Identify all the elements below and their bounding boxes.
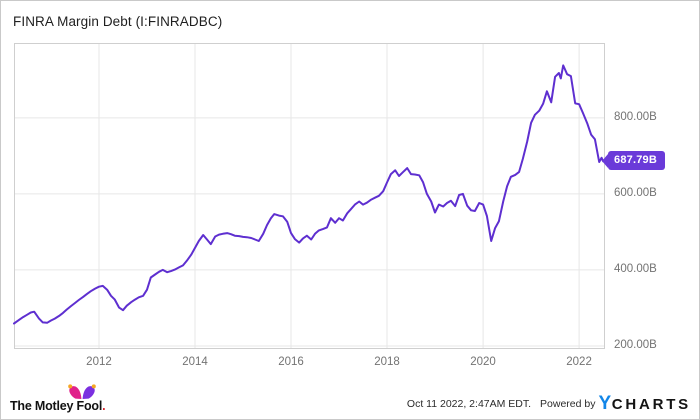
x-axis-tick-label: 2018	[374, 356, 400, 368]
y-axis-tick-label: 200.00B	[614, 338, 657, 351]
chart-title: FINRA Margin Debt (I:FINRADBC)	[13, 14, 223, 29]
ycharts-y-mark: Y	[598, 393, 612, 414]
last-value-tag: 687.79B	[608, 151, 665, 171]
motley-fool-logo[interactable]: The Motley Fool.	[10, 383, 130, 417]
jester-cap-icon	[68, 384, 96, 399]
x-axis-tick-label: 2022	[566, 356, 592, 368]
y-axis-tick-label: 800.00B	[614, 110, 657, 123]
x-axis-tick-label: 2012	[86, 356, 112, 368]
powered-by-label: Powered by	[540, 398, 596, 410]
x-axis-tick-label: 2014	[182, 356, 208, 368]
footer-attribution: Oct 11 2022, 2:47AM EDT. Powered by Y CHA…	[407, 393, 691, 415]
timestamp: Oct 11 2022, 2:47AM EDT.	[406, 398, 532, 410]
ycharts-logo[interactable]: Y CHARTS	[599, 393, 692, 415]
x-axis-tick-label: 2020	[470, 356, 496, 368]
footer: The Motley Fool. Oct 11 2022, 2:47AM EDT…	[1, 381, 699, 419]
plot-border	[14, 43, 605, 349]
motley-fool-wordmark: The Motley Fool.	[10, 399, 106, 413]
margin-debt-line	[13, 64, 606, 325]
y-axis-tick-label: 400.00B	[614, 262, 657, 275]
x-axis-tick-label: 2016	[278, 356, 304, 368]
ycharts-wordmark: CHARTS	[611, 396, 691, 413]
brand-period: .	[102, 399, 106, 413]
y-axis-tick-label: 600.00B	[614, 186, 657, 199]
